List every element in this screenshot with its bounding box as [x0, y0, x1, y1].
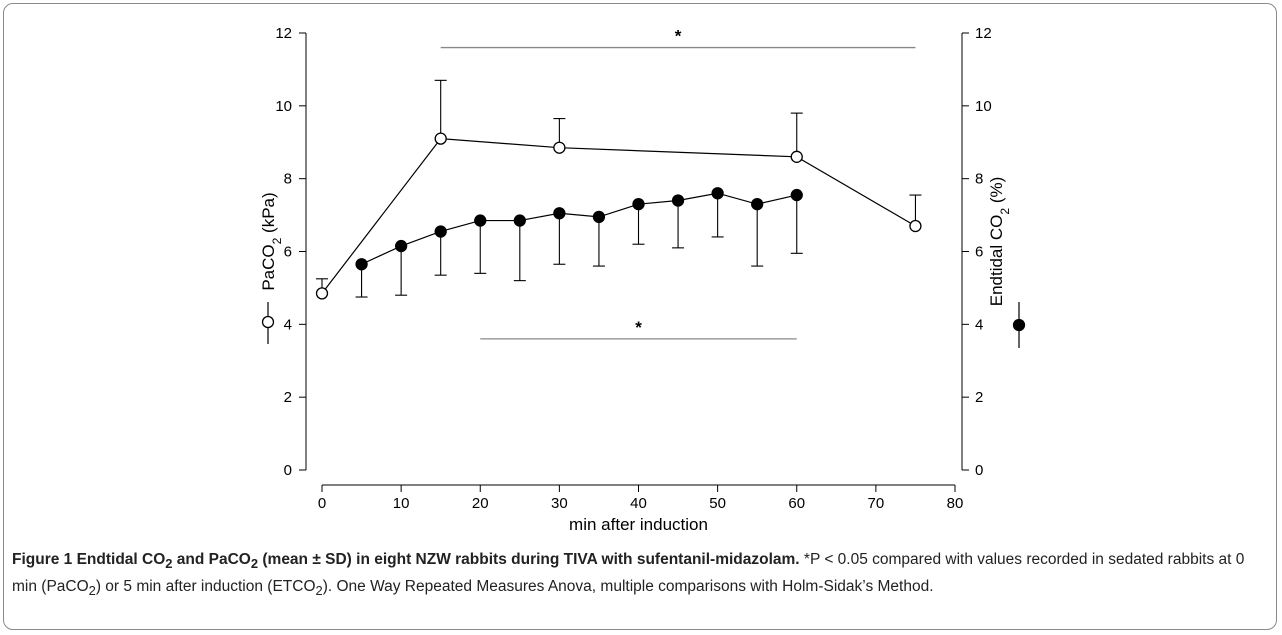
- y-left-tick-label: 6: [284, 244, 292, 261]
- y-right-tick-label: 6: [975, 244, 983, 261]
- data-point: [315, 287, 329, 300]
- x-tick-label: 60: [788, 495, 805, 512]
- x-axis-label: min after induction: [569, 515, 708, 534]
- y-left-tick-label: 10: [275, 98, 292, 115]
- legend-paco2-marker: [261, 302, 275, 344]
- x-tick-label: 40: [630, 495, 647, 512]
- chart-axes: 0 0 2 2 4 4 6 6 8 8 10 10 12 12 0 10 20 30 40 50 60 70 80: [275, 25, 991, 512]
- y-right-tick-label: 8: [975, 171, 983, 188]
- data-point: [355, 258, 368, 271]
- data-point: [632, 198, 645, 211]
- y-right-tick-label: 2: [975, 389, 983, 406]
- x-tick-label: 70: [868, 495, 885, 512]
- data-point: [553, 207, 566, 220]
- data-point: [909, 219, 922, 233]
- data-point: [394, 239, 408, 253]
- y-left-tick-label: 4: [284, 316, 292, 333]
- x-tick-label: 10: [393, 495, 410, 512]
- y-right-tick-label: 0: [975, 462, 983, 479]
- plot-area: [315, 79, 922, 300]
- caption-title: Figure 1 Endtidal CO2 and PaCO2 (mean ± …: [12, 551, 800, 572]
- y-left-tick-label: 8: [284, 171, 292, 188]
- figure-frame: [3, 3, 1277, 630]
- y-axis-right-label: Endtidal CO2 (%): [987, 177, 1012, 307]
- data-point: [474, 214, 487, 227]
- legend-paco2-circle: [261, 315, 275, 329]
- y-right-tick-label: 4: [975, 316, 983, 333]
- legend-etco2-marker: [1012, 302, 1026, 348]
- x-tick-label: 20: [472, 495, 489, 512]
- y-left-tick-label: 2: [284, 389, 292, 406]
- x-tick-label: 30: [551, 495, 568, 512]
- caption-body: *P < 0.05 compared with values recorded …: [12, 551, 1245, 599]
- data-point: [790, 188, 803, 202]
- y-left-tick-label: 12: [275, 25, 292, 42]
- y-left-tick-label: 0: [284, 462, 292, 479]
- y-right-tick-label: 10: [975, 98, 992, 115]
- series-line: [361, 192, 797, 265]
- svg-text:Endtidal CO2 (%): Endtidal CO2 (%): [987, 177, 1012, 307]
- significance-label: *: [675, 27, 682, 46]
- series-line: [321, 137, 916, 294]
- significance-label: *: [635, 318, 642, 337]
- svg-text:PaCO2 (kPa): PaCO2 (kPa): [259, 192, 284, 290]
- data-point: [513, 214, 526, 227]
- data-point: [671, 194, 685, 207]
- x-tick-label: 50: [709, 495, 726, 512]
- x-tick-label: 0: [318, 495, 326, 512]
- series-paco2: [315, 79, 922, 300]
- data-point: [553, 141, 566, 154]
- y-right-tick-label: 12: [975, 25, 992, 42]
- figure-caption: Figure 1 Endtidal CO2 and PaCO2 (mean ± …: [12, 548, 1267, 602]
- legend-etco2-circle: [1012, 318, 1026, 332]
- x-tick-label: 80: [947, 495, 964, 512]
- series-etco2: [355, 187, 803, 298]
- y-axis-left-label: PaCO2 (kPa): [259, 192, 284, 290]
- data-point: [790, 150, 803, 163]
- data-point: [711, 187, 724, 200]
- significance-annotations: **: [440, 27, 916, 340]
- data-point: [592, 210, 606, 224]
- data-point: [434, 225, 447, 238]
- data-point: [434, 132, 447, 145]
- data-point: [751, 198, 764, 211]
